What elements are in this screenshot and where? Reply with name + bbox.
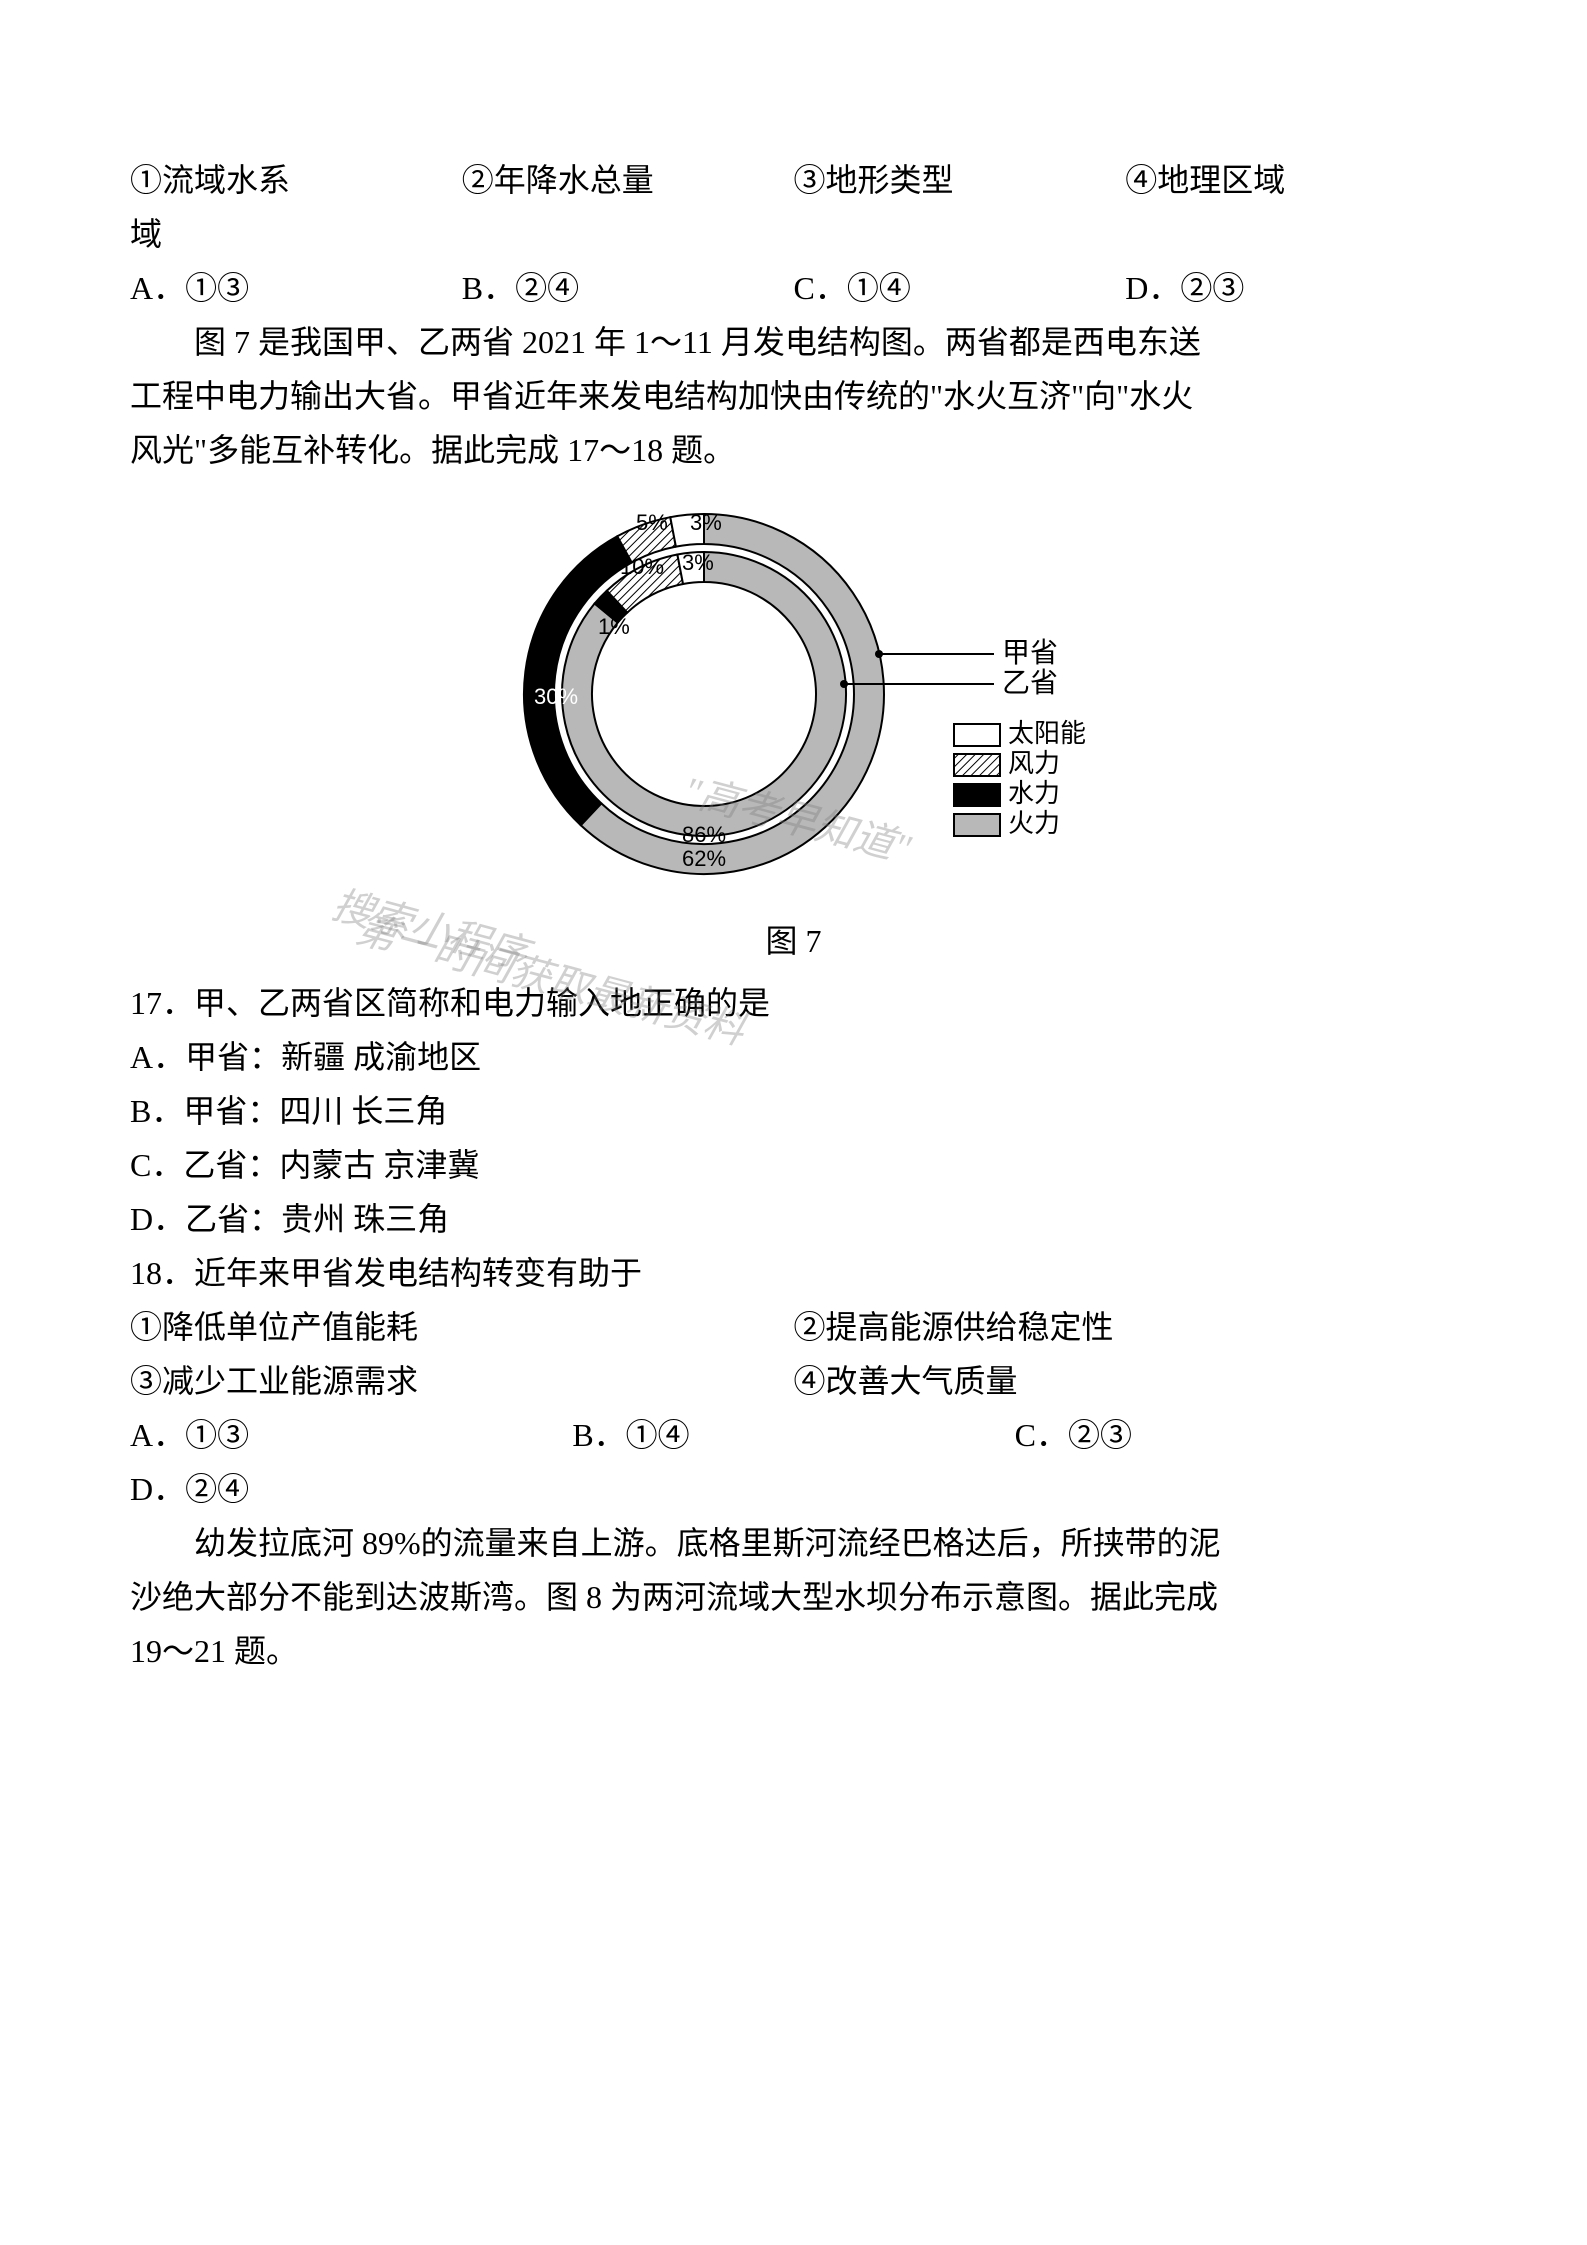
label-jia: 甲省: [1002, 637, 1058, 669]
intro7-line1: 图 7 是我国甲、乙两省 2021 年 1～11 月发电结构图。两省都是西电东送: [130, 318, 1457, 366]
q18-stmt-2: ②提高能源供给稳定性: [794, 1303, 1458, 1351]
figure-7-caption: 图 7: [130, 917, 1457, 965]
intro7-line2: 工程中电力输出大省。甲省近年来发电结构加快由传统的"水火互济"向"水火: [130, 372, 1457, 420]
leader-yi-dot: [840, 680, 848, 688]
legend-hydro: 水力: [1008, 779, 1060, 808]
legend-solar: 太阳能: [1008, 719, 1086, 748]
prev-choice-c: C．①④: [794, 264, 1126, 312]
label-yi: 乙省: [1002, 667, 1058, 699]
q18-stmt-4: ④改善大气质量: [794, 1357, 1458, 1405]
prev-choice-a: A．①③: [130, 264, 462, 312]
intro8-line2: 沙绝大部分不能到达波斯湾。图 8 为两河流域大型水坝分布示意图。据此完成: [130, 1573, 1457, 1621]
q17-choice-a: A．甲省：新疆 成渝地区: [130, 1033, 1457, 1081]
q18-stmt-1: ①降低单位产值能耗: [130, 1303, 794, 1351]
legend-group: 太阳能 风力 水力 火力: [954, 719, 1086, 838]
outer-hydro-label: 30%: [534, 684, 578, 709]
prev-abcd: A．①③ B．②④ C．①④ D．②③: [130, 264, 1457, 312]
q18-stem: 18．近年来甲省发电结构转变有助于: [130, 1249, 1457, 1297]
prev-opt-wrap: 域: [130, 210, 1457, 258]
legend-thermal: 火力: [1008, 809, 1060, 838]
q18-stmt-row1: ①降低单位产值能耗 ②提高能源供给稳定性: [130, 1303, 1457, 1351]
outer-thermal-label: 62%: [681, 846, 725, 871]
intro7-line3: 风光"多能互补转化。据此完成 17～18 题。: [130, 426, 1457, 474]
q18-stmt-row2: ③减少工业能源需求 ④改善大气质量: [130, 1357, 1457, 1405]
figure-7-chart: 62% 86% 30% 1% 5% 10% 3% 3% 甲省 乙省 太阳能 风力…: [444, 494, 1144, 907]
q18-abc-row: A．①③ B．①④ C．②③: [130, 1411, 1457, 1459]
outer-wind-label: 5%: [636, 510, 668, 535]
intro8-line1: 幼发拉底河 89%的流量来自上游。底格里斯河流经巴格达后，所挟带的泥: [130, 1519, 1457, 1567]
inner-thermal-label: 86%: [681, 822, 725, 847]
intro8-line3: 19～21 题。: [130, 1627, 1457, 1675]
prev-opt-1: ①流域水系: [130, 156, 462, 204]
q18-choice-c: C．②③: [1015, 1411, 1457, 1459]
inner-hydro-label: 1%: [598, 614, 630, 639]
leader-jia-dot: [875, 650, 883, 658]
prev-opt-4: ④地理区域: [1125, 156, 1457, 204]
q17-choice-d: D．乙省：贵州 珠三角: [130, 1195, 1457, 1243]
prev-options-line1: ①流域水系 ②年降水总量 ③地形类型 ④地理区域: [130, 156, 1457, 204]
q17-choice-b: B．甲省：四川 长三角: [130, 1087, 1457, 1135]
q18-stmt-3: ③减少工业能源需求: [130, 1357, 794, 1405]
q17-stem: 17．甲、乙两省区简称和电力输入地正确的是: [130, 979, 1457, 1027]
outer-solar-label: 3%: [690, 510, 722, 535]
prev-choice-d: D．②③: [1125, 264, 1457, 312]
q18-choice-a: A．①③: [130, 1411, 572, 1459]
q17-choice-c: C．乙省：内蒙古 京津冀: [130, 1141, 1457, 1189]
inner-solar-label: 3%: [682, 550, 714, 575]
legend-wind: 风力: [1008, 749, 1060, 778]
q18-choice-d: D．②④: [130, 1465, 1457, 1513]
prev-opt-2: ②年降水总量: [462, 156, 794, 204]
q18-choice-b: B．①④: [572, 1411, 1014, 1459]
prev-opt-3: ③地形类型: [794, 156, 1126, 204]
inner-wind-label: 10%: [620, 554, 664, 579]
prev-choice-b: B．②④: [462, 264, 794, 312]
donut-chart-svg: 62% 86% 30% 1% 5% 10% 3% 3% 甲省 乙省 太阳能 风力…: [444, 494, 1144, 894]
